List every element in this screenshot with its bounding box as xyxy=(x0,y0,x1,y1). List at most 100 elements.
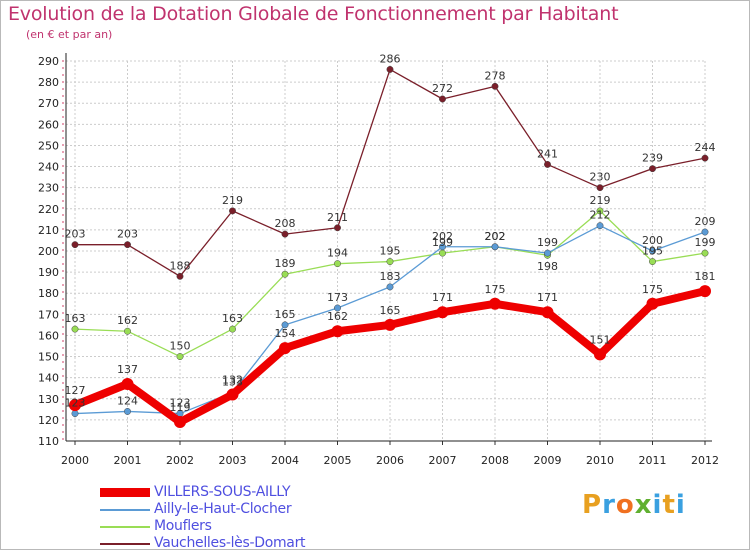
x-tick-label: 2001 xyxy=(114,454,142,467)
data-label: 195 xyxy=(642,245,663,258)
data-point xyxy=(544,249,551,257)
data-point xyxy=(439,249,446,257)
logo-letter: t xyxy=(662,490,676,520)
data-label: 199 xyxy=(537,236,558,249)
y-tick-label: 210 xyxy=(38,224,59,237)
data-label: 127 xyxy=(65,384,86,397)
x-tick-label: 2006 xyxy=(376,454,404,467)
data-label: 171 xyxy=(537,291,558,304)
data-label: 123 xyxy=(170,397,191,410)
data-label: 198 xyxy=(537,260,558,273)
data-point xyxy=(386,283,394,291)
axes xyxy=(62,53,712,445)
data-label: 286 xyxy=(380,52,401,65)
data-point xyxy=(281,270,289,278)
legend-swatch xyxy=(100,509,150,511)
data-label: 244 xyxy=(695,141,716,154)
data-label: 151 xyxy=(590,333,611,346)
data-point xyxy=(491,82,499,90)
data-point xyxy=(281,230,289,238)
data-point xyxy=(69,399,81,412)
data-point xyxy=(701,228,709,236)
x-tick-label: 2008 xyxy=(481,454,509,467)
data-label: 200 xyxy=(642,234,663,247)
data-point xyxy=(489,297,501,310)
data-point xyxy=(334,224,341,232)
y-tick-label: 120 xyxy=(38,414,59,427)
data-label: 189 xyxy=(275,257,296,270)
logo-letter: i xyxy=(652,490,663,520)
legend-label: Ailly-le-Haut-Clocher xyxy=(154,501,292,517)
data-point xyxy=(439,95,446,103)
data-label: 219 xyxy=(222,194,243,207)
x-tick-label: 2005 xyxy=(324,454,352,467)
legend-label: Vauchelles-lès-Domart xyxy=(154,535,306,551)
data-point xyxy=(334,260,341,268)
data-label: 278 xyxy=(485,69,506,82)
data-point xyxy=(596,184,604,192)
data-label: 173 xyxy=(327,291,348,304)
data-point xyxy=(124,407,131,415)
y-tick-label: 160 xyxy=(38,329,59,342)
y-tick-label: 150 xyxy=(38,351,59,364)
proxiti-logo: Proxiti xyxy=(582,490,686,520)
data-point xyxy=(174,416,186,428)
data-label: 181 xyxy=(695,270,716,283)
data-point xyxy=(176,353,184,361)
data-label: 163 xyxy=(222,312,243,325)
data-label: 150 xyxy=(170,340,191,353)
data-label: 165 xyxy=(380,304,401,317)
data-label: 202 xyxy=(485,230,506,243)
data-label: 208 xyxy=(275,217,296,230)
data-point xyxy=(281,321,289,329)
data-label: 241 xyxy=(537,147,558,160)
data-label: 171 xyxy=(432,291,453,304)
data-label: 183 xyxy=(380,270,401,283)
y-tick-label: 270 xyxy=(38,97,59,110)
y-tick-label: 180 xyxy=(38,287,59,300)
data-label: 195 xyxy=(380,245,401,258)
data-point xyxy=(71,325,79,333)
data-point xyxy=(649,258,656,266)
data-point xyxy=(176,272,184,280)
y-tick-label: 220 xyxy=(38,203,59,216)
y-tick-label: 190 xyxy=(38,266,59,279)
y-tick-label: 280 xyxy=(38,76,59,89)
data-point xyxy=(699,285,711,298)
data-label: 219 xyxy=(590,194,611,207)
data-label: 202 xyxy=(432,230,453,243)
data-point xyxy=(384,318,396,331)
data-label: 199 xyxy=(695,236,716,249)
data-point xyxy=(596,222,604,230)
data-label: 132 xyxy=(222,374,243,387)
data-label: 133 xyxy=(222,375,243,388)
y-tick-label: 140 xyxy=(38,372,59,385)
data-label: 175 xyxy=(642,283,663,296)
data-point xyxy=(124,241,131,249)
y-tick-label: 110 xyxy=(38,435,59,448)
legend-label: VILLERS-SOUS-AILLY xyxy=(154,484,291,500)
data-label: 212 xyxy=(590,209,611,222)
data-label: 194 xyxy=(327,247,348,260)
legend-swatch xyxy=(100,543,150,545)
data-label: 211 xyxy=(327,211,348,224)
y-axis-ticks: 110 120 130 140 150 160 170 180 190 200 210 220 230 2… xyxy=(38,55,59,448)
data-point xyxy=(71,410,79,418)
data-label: 137 xyxy=(117,363,138,376)
data-point xyxy=(541,306,554,319)
data-label: 163 xyxy=(65,312,86,325)
data-labels: 203 203 188 219 208 211 286 272 278 241 230 239 244 1… xyxy=(65,52,716,414)
y-tick-label: 240 xyxy=(38,161,59,174)
data-label: 239 xyxy=(642,152,663,165)
x-tick-label: 2000 xyxy=(61,454,89,467)
data-label: 124 xyxy=(117,394,138,407)
data-point xyxy=(279,342,291,355)
data-label: 123 xyxy=(65,397,86,410)
y-tick-label: 200 xyxy=(38,245,59,258)
data-point xyxy=(71,241,79,249)
x-tick-label: 2002 xyxy=(166,454,194,467)
data-label: 165 xyxy=(275,308,296,321)
data-point xyxy=(649,247,656,255)
data-label: 272 xyxy=(432,82,453,95)
